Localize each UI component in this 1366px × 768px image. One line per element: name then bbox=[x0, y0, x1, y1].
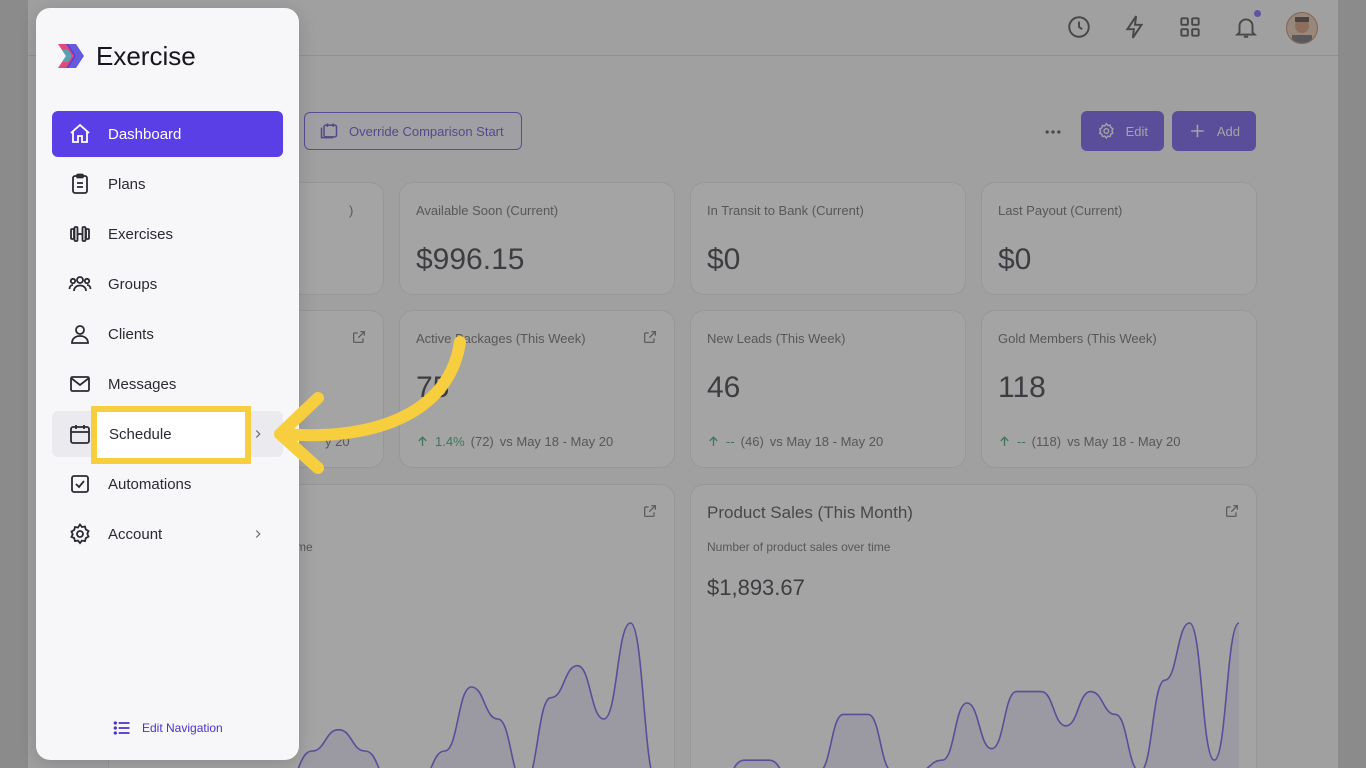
sidebar-item-messages[interactable]: Messages bbox=[52, 361, 283, 407]
external-link-icon[interactable] bbox=[642, 329, 658, 345]
trend-compare: vs May 18 - May 20 bbox=[769, 434, 884, 449]
lightning-icon[interactable] bbox=[1122, 14, 1148, 40]
apps-grid-icon[interactable] bbox=[1177, 14, 1203, 40]
sidebar-item-automations[interactable]: Automations bbox=[52, 461, 283, 507]
avatar[interactable] bbox=[1286, 12, 1318, 44]
stat-card-gold-members[interactable]: Gold Members (This Week) 118 -- (118) vs… bbox=[981, 310, 1257, 468]
chart-card-product-sales[interactable]: Product Sales (This Month) Number of pro… bbox=[690, 484, 1257, 768]
more-options-icon[interactable] bbox=[1043, 122, 1063, 142]
trend-change: -- bbox=[1017, 434, 1026, 449]
external-link-icon[interactable] bbox=[1224, 503, 1240, 519]
trend-compare: vs May 18 - May 20 bbox=[499, 434, 614, 449]
sidebar-item-clients[interactable]: Clients bbox=[52, 311, 283, 357]
override-label: Override Comparison Start bbox=[349, 123, 504, 139]
clipboard-icon bbox=[72, 173, 88, 194]
sidebar-item-dashboard[interactable]: Dashboard bbox=[52, 111, 283, 157]
plus-icon bbox=[1191, 124, 1204, 138]
stat-label: New Leads (This Week) bbox=[707, 331, 846, 346]
highlight-schedule[interactable]: Schedule bbox=[91, 406, 251, 464]
chevron-right-icon bbox=[255, 530, 261, 538]
gear-icon bbox=[70, 522, 90, 545]
stat-value: 46 bbox=[707, 371, 741, 404]
stat-label: Gold Members (This Week) bbox=[998, 331, 1157, 346]
gear-icon bbox=[1098, 122, 1114, 140]
edit-button[interactable]: Edit bbox=[1081, 111, 1164, 151]
sidebar-item-exercises[interactable]: Exercises bbox=[52, 211, 283, 257]
external-link-icon[interactable] bbox=[642, 503, 658, 519]
chart-product-sales-area bbox=[733, 622, 1240, 768]
stat-value: $0 bbox=[998, 243, 1032, 276]
user-photo-icon bbox=[1287, 13, 1317, 43]
stat-card-available-soon[interactable]: Available Soon (Current) $996.15 bbox=[399, 182, 675, 295]
arrow-up-icon bbox=[1000, 436, 1009, 446]
stat-label: Last Payout (Current) bbox=[998, 203, 1123, 218]
stat-label: Available Soon (Current) bbox=[416, 203, 559, 218]
sidebar-item-plans[interactable]: Plans bbox=[52, 161, 283, 207]
sidebar-item-label: Clients bbox=[108, 325, 154, 343]
chart-title: Product Sales (This Month) bbox=[707, 503, 913, 522]
arrow-up-icon bbox=[709, 436, 718, 446]
logo-icon bbox=[58, 44, 84, 68]
add-button[interactable]: Add bbox=[1172, 111, 1256, 151]
trend-change: -- bbox=[726, 434, 735, 449]
override-comparison-button[interactable]: Override Comparison Start bbox=[304, 112, 522, 150]
clock-icon[interactable] bbox=[1066, 14, 1092, 40]
home-icon bbox=[70, 123, 90, 143]
notifications-button[interactable] bbox=[1233, 10, 1261, 40]
sidebar-item-label: Exercises bbox=[108, 225, 174, 243]
brand-name: Exercise bbox=[96, 41, 196, 71]
stat-card-in-transit[interactable]: In Transit to Bank (Current) $0 bbox=[690, 182, 966, 295]
trend-row: -- (118) vs May 18 - May 20 bbox=[998, 434, 1181, 449]
sidebar-item-label: Dashboard bbox=[108, 125, 182, 143]
stat-card-new-leads[interactable]: New Leads (This Week) 46 -- (46) vs May … bbox=[690, 310, 966, 468]
stat-value: $996.15 bbox=[416, 243, 525, 276]
stat-value: 118 bbox=[998, 371, 1046, 404]
add-label: Add bbox=[1216, 123, 1240, 139]
user-icon bbox=[71, 325, 89, 344]
dumbbell-icon bbox=[70, 226, 90, 242]
chevron-right-icon bbox=[255, 430, 261, 438]
users-icon bbox=[68, 276, 92, 292]
series-area bbox=[298, 623, 651, 768]
calendar-icon bbox=[70, 425, 90, 444]
sidebar-item-label: Messages bbox=[108, 375, 177, 393]
trend-row: -- (46) vs May 18 - May 20 bbox=[707, 434, 883, 449]
sidebar-item-label: Automations bbox=[108, 475, 192, 493]
stat-label: ) bbox=[349, 203, 354, 218]
sidebar-item-label: Account bbox=[108, 525, 163, 543]
chart-subtitle: Number of product sales over time bbox=[707, 540, 891, 554]
trend-prev: (118) bbox=[1031, 434, 1062, 449]
calendar-stack-icon bbox=[320, 123, 338, 139]
stat-label: In Transit to Bank (Current) bbox=[707, 203, 864, 218]
trend-prev: (46) bbox=[740, 434, 764, 449]
checkbox-icon bbox=[71, 475, 89, 493]
sidebar-item-label: Groups bbox=[108, 275, 158, 293]
highlight-label: Schedule bbox=[109, 426, 172, 443]
sidebar-item-account[interactable]: Account bbox=[52, 511, 283, 557]
pointer-arrow-icon bbox=[274, 336, 466, 474]
list-icon bbox=[113, 721, 130, 735]
stat-value: $0 bbox=[707, 243, 741, 276]
notification-dot bbox=[1254, 10, 1261, 17]
sidebar-item-label: Plans bbox=[108, 175, 146, 193]
trend-compare: vs May 18 - May 20 bbox=[1067, 434, 1181, 449]
edit-navigation-label: Edit Navigation bbox=[142, 721, 223, 735]
bell-icon bbox=[1234, 18, 1258, 38]
stat-card-last-payout[interactable]: Last Payout (Current) $0 bbox=[981, 182, 1257, 295]
edit-label: Edit bbox=[1125, 123, 1148, 139]
mail-icon bbox=[70, 376, 90, 392]
sidebar-item-groups[interactable]: Groups bbox=[52, 261, 283, 307]
chart-total: $1,893.67 bbox=[707, 575, 805, 600]
edit-navigation-link[interactable]: Edit Navigation bbox=[112, 718, 223, 738]
